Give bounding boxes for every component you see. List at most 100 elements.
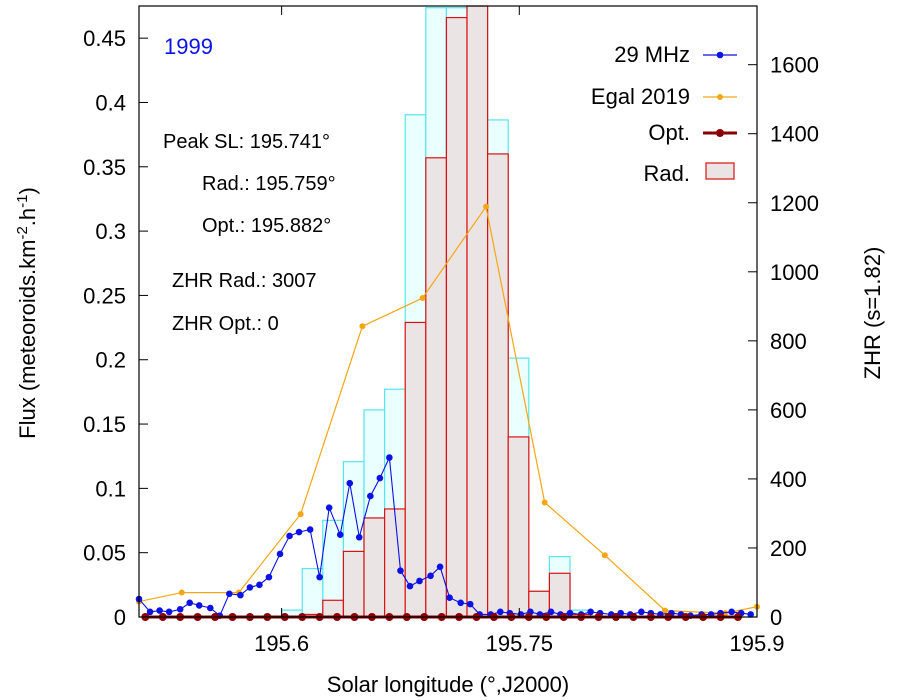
mhz-point-3: [165, 608, 173, 616]
rad-bar-9: [466, 5, 489, 618]
y-label-end: ): [15, 187, 40, 194]
mhz-point-25: [386, 454, 393, 461]
legend-marker-mhz: [716, 51, 724, 59]
mhz-point-6: [195, 602, 203, 609]
y-tick-label-5: 0.25: [83, 283, 126, 308]
y-tick-label-8: 0.4: [95, 90, 126, 115]
y-tick-label-0: 0: [114, 605, 126, 630]
egal-point-5: [419, 294, 426, 301]
egal-point-9: [662, 607, 669, 614]
annotation-peak-sl: Peak SL: 195.741°: [163, 131, 330, 153]
mhz-point-27: [406, 582, 414, 590]
y2-tick-label-1: 200: [770, 536, 807, 561]
x-tick-label-0: 195.6: [254, 631, 309, 656]
annotation-zhr-rad: ZHR Rad.: 3007: [172, 270, 317, 292]
annotation-rad-peak: Rad.: 195.759°: [202, 173, 336, 195]
rad-bar-4: [363, 517, 386, 618]
egal-point-3: [297, 511, 304, 518]
y2-tick-label-6: 1200: [770, 191, 819, 216]
legend-label-mhz: 29 MHz: [614, 42, 690, 67]
x-axis: 195.6 195.75 195.9: [254, 6, 785, 656]
rad-bar-7: [425, 157, 448, 618]
mhz-point-32: [457, 599, 464, 607]
legend-marker-opt: [716, 129, 724, 137]
rad-bar-3: [342, 550, 365, 618]
legend: 29 MHz Egal 2019 Opt. Rad.: [591, 42, 737, 186]
mhz-point-31: [446, 594, 453, 602]
annotation-opt-peak: Opt.: 195.882°: [202, 215, 331, 237]
egal-point-1: [178, 589, 185, 596]
mhz-point-43: [566, 609, 574, 617]
y2-tick-label-7: 1400: [770, 122, 819, 147]
rad-bar-2: [322, 599, 345, 618]
annotations: Peak SL: 195.741° Rad.: 195.759° Opt.: 1…: [163, 131, 336, 335]
mhz-point-7: [207, 604, 214, 612]
legend-label-opt: Opt.: [648, 120, 690, 145]
mhz-point-4: [176, 605, 184, 613]
x-axis-label: Solar longitude (°,J2000): [327, 672, 569, 697]
annotation-zhr-opt: ZHR Opt.: 0: [172, 313, 279, 335]
mhz-point-15: [286, 532, 293, 540]
egal-point-7: [541, 499, 548, 506]
mhz-point-1: [146, 608, 154, 616]
mhz-point-13: [265, 573, 273, 581]
rad-histogram: [301, 5, 592, 618]
rad-bar-10: [487, 153, 509, 618]
y-tick-label-1: 0.05: [83, 541, 126, 566]
mhz-point-22: [355, 533, 363, 541]
y2-tick-label-8: 1600: [770, 53, 819, 78]
y2-tick-label-2: 400: [770, 467, 807, 492]
year-label: 1999: [164, 34, 213, 59]
mhz-point-28: [416, 577, 423, 585]
mhz-point-17: [306, 526, 314, 533]
x-tick-label-2: 195.9: [729, 631, 784, 656]
rad-bar-6: [404, 321, 427, 618]
y2-tick-label-5: 1000: [770, 260, 819, 285]
mhz-point-29: [427, 572, 434, 580]
mhz-point-26: [397, 567, 404, 574]
y-label-mid: .h: [15, 208, 40, 226]
mhz-point-61: [747, 611, 754, 618]
mhz-point-59: [728, 608, 735, 616]
mhz-point-9: [226, 590, 233, 598]
mhz-point-16: [295, 528, 303, 536]
mhz-point-50: [638, 608, 645, 616]
mhz-point-11: [246, 584, 254, 591]
y-label-sup1: -2: [14, 226, 31, 239]
y2-tick-label-4: 800: [770, 329, 807, 354]
legend-label-egal: Egal 2019: [591, 84, 690, 109]
egal-point-4: [359, 323, 366, 330]
legend-swatch-rad: [705, 162, 735, 180]
y-tick-label-4: 0.2: [95, 348, 126, 373]
rad-bar-8: [445, 16, 468, 618]
x-tick-label-1: 195.75: [486, 631, 553, 656]
mhz-point-10: [237, 591, 244, 599]
plot-frame: [138, 5, 758, 618]
y2-tick-label-3: 600: [770, 398, 807, 423]
legend-marker-egal: [717, 94, 723, 100]
mhz-point-24: [376, 474, 384, 482]
y-tick-label-9: 0.45: [83, 26, 126, 51]
egal-point-10: [722, 610, 729, 617]
mhz-point-2: [156, 607, 163, 614]
rad-bar-11: [507, 436, 530, 618]
mhz-point-41: [547, 608, 555, 616]
mhz-point-45: [587, 608, 594, 616]
mhz-point-33: [466, 600, 474, 608]
y-label-sup2: -1: [14, 195, 31, 208]
y2-axis-label: ZHR (s=1.82): [860, 247, 885, 380]
egal-point-6: [483, 203, 490, 210]
legend-label-rad: Rad.: [644, 161, 690, 186]
mhz-point-18: [316, 573, 323, 581]
y-axis-label: Flux (meteoroids.km-2.h-1): [14, 187, 40, 439]
y-tick-label-2: 0.1: [95, 476, 126, 501]
mhz-point-5: [186, 599, 194, 607]
mhz-point-19: [325, 504, 333, 511]
y-axis: 0 0.05 0.1 0.15 0.2 0.25 0.3 0.35 0.4 0.45: [83, 26, 148, 630]
mhz-point-14: [276, 550, 284, 558]
mhz-point-21: [346, 479, 354, 487]
y2-axis: 0 200 400 600 800 1000 1200 1400 1600: [748, 53, 819, 630]
y-tick-label-7: 0.35: [83, 155, 126, 180]
rad-bar-5: [384, 508, 406, 618]
